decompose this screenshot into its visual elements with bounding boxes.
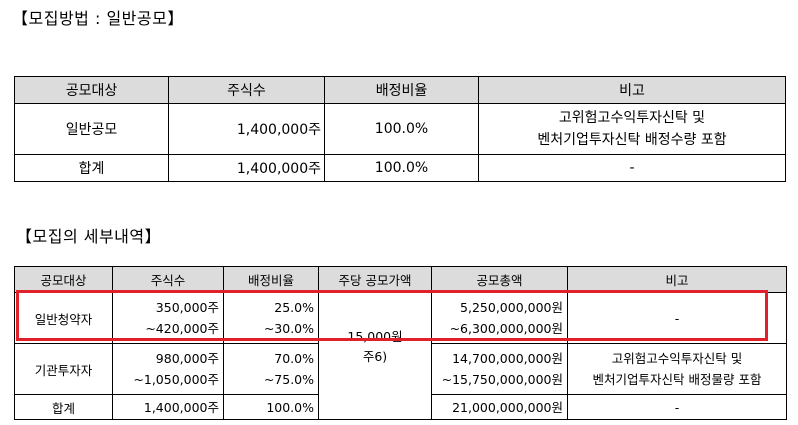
cell-shares: 980,000주 ~1,050,000주 bbox=[112, 343, 224, 395]
shares-line: 980,000주 bbox=[155, 351, 219, 366]
cell-note: 고위험고수익투자신탁 및 벤처기업투자신탁 배정물량 포함 bbox=[567, 343, 787, 395]
ratio-line: 70.0% bbox=[274, 351, 314, 366]
cell-note: - bbox=[567, 292, 787, 344]
total-line: 14,700,000,000원 bbox=[452, 351, 563, 366]
cell-target: 기관투자자 bbox=[14, 343, 113, 395]
table-header-row: 공모대상 주식수 배정비율 비고 bbox=[14, 76, 786, 104]
cell-ratio: 25.0% ~30.0% bbox=[223, 292, 319, 344]
cell-target: 일반청약자 bbox=[14, 292, 113, 344]
note-line: 고위험고수익투자신탁 및 bbox=[611, 351, 743, 366]
table-row-total: 합계 1,400,000주 100.0% - bbox=[14, 154, 786, 182]
cell-note: 고위험고수익투자신탁 및 벤처기업투자신탁 배정수량 포함 bbox=[478, 103, 786, 155]
note-line: 벤처기업투자신탁 배정수량 포함 bbox=[537, 132, 727, 148]
section-title-offering-details: 【모집의 세부내역】 bbox=[16, 227, 162, 246]
table-header-row: 공모대상 주식수 배정비율 주당 공모가액 공모총액 비고 bbox=[14, 266, 787, 293]
cell-total: 5,250,000,000원 ~6,300,000,000원 bbox=[431, 292, 568, 344]
shares-line: ~1,050,000주 bbox=[133, 372, 219, 387]
cell-ratio: 70.0% ~75.0% bbox=[223, 343, 319, 395]
header-shares: 주식수 bbox=[112, 266, 224, 293]
price-line: 15,000원 bbox=[347, 329, 403, 344]
total-line: 5,250,000,000원 bbox=[460, 300, 563, 315]
cell-note: - bbox=[478, 154, 786, 182]
header-target: 공모대상 bbox=[14, 76, 169, 104]
cell-shares: 1,400,000주 bbox=[168, 154, 325, 182]
total-line: ~6,300,000,000원 bbox=[449, 321, 563, 336]
cell-ratio: 100.0% bbox=[324, 154, 479, 182]
section-title-offering-method: 【모집방법 : 일반공모】 bbox=[12, 9, 184, 28]
header-ratio: 배정비율 bbox=[324, 76, 479, 104]
total-line: ~15,750,000,000원 bbox=[441, 372, 563, 387]
header-total: 공모총액 bbox=[431, 266, 568, 293]
table-row: 일반공모 1,400,000주 100.0% 고위험고수익투자신탁 및 벤처기업… bbox=[14, 103, 786, 155]
header-note: 비고 bbox=[567, 266, 787, 293]
cell-ratio: 100.0% bbox=[324, 103, 479, 155]
offering-method-table: 공모대상 주식수 배정비율 비고 일반공모 1,400,000주 100.0% … bbox=[14, 76, 786, 182]
header-price: 주당 공모가액 bbox=[318, 266, 432, 293]
header-target: 공모대상 bbox=[14, 266, 113, 293]
header-note: 비고 bbox=[478, 76, 786, 104]
cell-shares: 350,000주 ~420,000주 bbox=[112, 292, 224, 344]
cell-shares: 1,400,000주 bbox=[168, 103, 325, 155]
cell-ratio: 100.0% bbox=[223, 394, 319, 420]
price-line: 주6) bbox=[362, 349, 388, 364]
cell-target: 합계 bbox=[14, 394, 113, 420]
ratio-line: ~75.0% bbox=[263, 372, 314, 387]
cell-total: 21,000,000,000원 bbox=[431, 394, 568, 420]
cell-target: 일반공모 bbox=[14, 103, 169, 155]
cell-note: - bbox=[567, 394, 787, 420]
table-row-total: 합계 1,400,000주 100.0% 21,000,000,000원 - bbox=[14, 394, 787, 420]
cell-shares: 1,400,000주 bbox=[112, 394, 224, 420]
table-row: 일반청약자 350,000주 ~420,000주 25.0% ~30.0% 15… bbox=[14, 292, 787, 420]
offering-details-table: 공모대상 주식수 배정비율 주당 공모가액 공모총액 비고 일반청약자 350,… bbox=[14, 266, 787, 420]
cell-target: 합계 bbox=[14, 154, 169, 182]
cell-price: 15,000원 주6) bbox=[318, 292, 432, 420]
header-shares: 주식수 bbox=[168, 76, 325, 104]
ratio-line: ~30.0% bbox=[263, 321, 314, 336]
ratio-line: 25.0% bbox=[274, 300, 314, 315]
table-row: 기관투자자 980,000주 ~1,050,000주 70.0% ~75.0% … bbox=[14, 343, 787, 395]
header-ratio: 배정비율 bbox=[223, 266, 319, 293]
cell-total: 14,700,000,000원 ~15,750,000,000원 bbox=[431, 343, 568, 395]
note-line: 벤처기업투자신탁 배정물량 포함 bbox=[592, 372, 762, 387]
shares-line: 350,000주 bbox=[155, 300, 219, 315]
shares-line: ~420,000주 bbox=[145, 321, 219, 336]
note-line: 고위험고수익투자신탁 및 bbox=[558, 110, 706, 126]
